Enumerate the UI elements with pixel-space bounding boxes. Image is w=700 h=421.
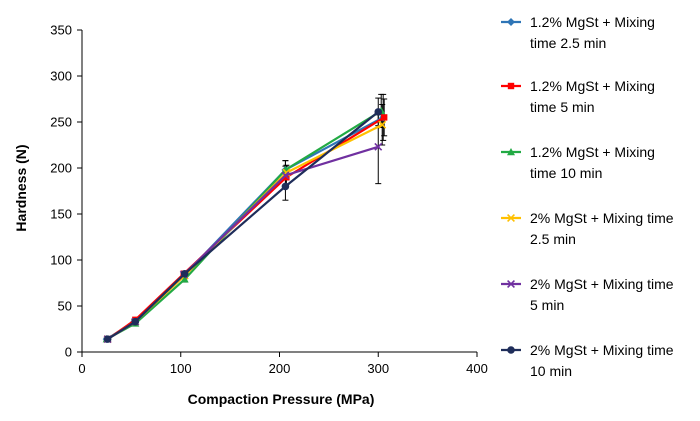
circle-marker xyxy=(180,270,189,278)
y-tick-label: 200 xyxy=(50,161,72,176)
series-2 xyxy=(104,114,388,343)
square-marker xyxy=(380,114,388,121)
x-marker xyxy=(378,120,387,129)
y-tick-label: 350 xyxy=(50,23,72,38)
legend-item-4: 2% MgSt + Mixing time 2.5 min xyxy=(501,210,674,247)
series-1 xyxy=(102,113,388,344)
x-tick-label: 100 xyxy=(170,361,192,376)
legend-item-3: 1.2% MgSt + Mixing time 10 min xyxy=(501,144,655,181)
x-marker-stroke xyxy=(507,214,515,222)
legend-label: 1.2% MgSt + Mixing xyxy=(530,78,655,94)
x-tick-label: 300 xyxy=(367,361,389,376)
square-marker xyxy=(507,82,515,90)
y-tick-label: 250 xyxy=(50,115,72,130)
circle-marker xyxy=(131,317,140,326)
x-tick-label: 400 xyxy=(466,361,488,376)
y-tick-label: 300 xyxy=(50,69,72,84)
series-line xyxy=(106,116,384,341)
y-tick-label: 100 xyxy=(50,253,72,268)
circle-marker xyxy=(507,346,515,354)
legend-label: time 2.5 min xyxy=(530,35,606,51)
legend-label: 10 min xyxy=(530,363,572,379)
x-marker xyxy=(507,214,515,222)
legend-label: 1.2% MgSt + Mixing xyxy=(530,14,655,30)
legend-item-2: 1.2% MgSt + Mixing time 5 min xyxy=(501,78,655,115)
legend-item-6: 2% MgSt + Mixing time 10 min xyxy=(501,342,674,379)
triangle-marker xyxy=(507,148,515,156)
legend-label: 2.5 min xyxy=(530,231,576,247)
legend-item-5: 2% MgSt + Mixing time 5 min xyxy=(501,276,674,313)
triangle-marker xyxy=(180,275,189,283)
legend-label: 1.2% MgSt + Mixing xyxy=(530,144,655,160)
diamond-marker xyxy=(507,18,515,26)
legend-label: 2% MgSt + Mixing time xyxy=(530,342,674,358)
legend-item-1: 1.2% MgSt + Mixing time 2.5 min xyxy=(501,14,655,51)
x-marker-stroke xyxy=(507,280,515,288)
x-marker-stroke xyxy=(374,142,383,151)
legend-label: 2% MgSt + Mixing time xyxy=(530,276,674,292)
legend-label: 5 min xyxy=(530,297,564,313)
x-marker-stroke xyxy=(281,171,290,180)
circle-marker xyxy=(103,335,112,343)
x-tick-label: 0 xyxy=(78,361,85,376)
x-marker xyxy=(507,280,515,288)
circle-marker xyxy=(374,108,383,116)
x-marker xyxy=(374,142,383,151)
x-axis-title: Compaction Pressure (MPa) xyxy=(188,391,375,407)
legend-label: time 10 min xyxy=(530,165,602,181)
series-6 xyxy=(103,108,383,343)
x-marker xyxy=(281,171,290,180)
circle-marker xyxy=(281,182,290,191)
y-axis-title: Hardness (N) xyxy=(13,144,29,231)
y-tick-label: 50 xyxy=(58,299,72,314)
x-marker-stroke xyxy=(378,120,387,129)
x-tick-label: 200 xyxy=(269,361,291,376)
legend-label: time 5 min xyxy=(530,99,595,115)
series-line xyxy=(107,116,385,341)
plot-area xyxy=(102,93,388,344)
y-tick-label: 150 xyxy=(50,207,72,222)
legend-label: 2% MgSt + Mixing time xyxy=(530,210,674,226)
axes: 0 50 100 150 200 250 300 350 0 100 200 300 400 xyxy=(50,23,488,377)
y-tick-label: 0 xyxy=(65,345,72,360)
